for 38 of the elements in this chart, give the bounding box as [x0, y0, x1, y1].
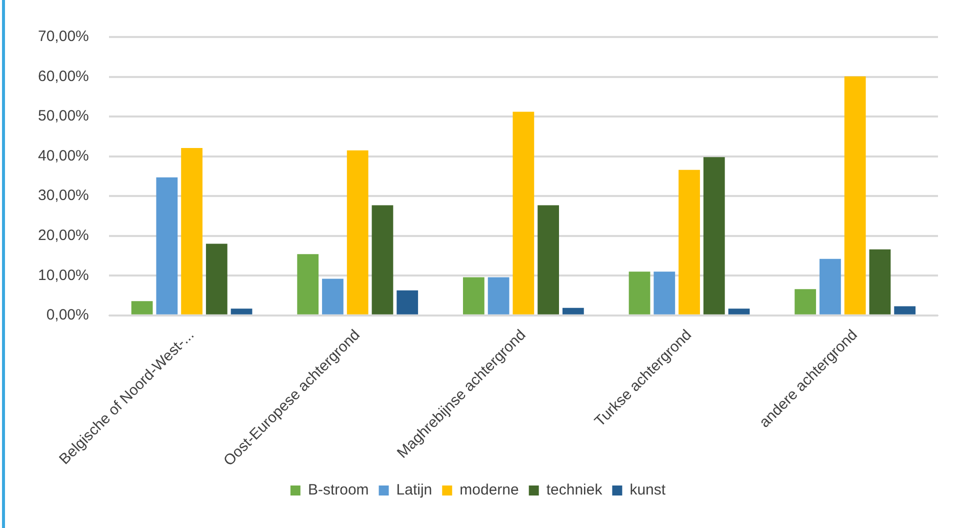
y-tick-label: 60,00%: [38, 68, 89, 85]
bar: [678, 170, 700, 314]
bar: [156, 177, 178, 314]
bar: [820, 258, 841, 314]
bar: [230, 308, 252, 314]
legend-label: kunst: [630, 482, 666, 499]
bar: [654, 272, 676, 314]
legend-label: moderne: [460, 482, 519, 499]
bar: [346, 150, 368, 314]
y-tick-label: 20,00%: [38, 226, 89, 244]
legend-label: B-stroom: [308, 482, 369, 499]
y-tick-label: 40,00%: [38, 147, 89, 164]
bar: [297, 254, 319, 314]
bar: [462, 277, 484, 314]
legend-label: techniek: [546, 482, 603, 499]
bar: [844, 76, 866, 314]
bar: [512, 112, 534, 314]
y-tick-label: 70,00%: [38, 28, 89, 46]
bar: [396, 290, 418, 314]
bar: [728, 308, 750, 314]
bar: [562, 308, 584, 314]
bar: [372, 205, 394, 314]
y-tick-label: 10,00%: [38, 266, 89, 284]
bar: [703, 157, 725, 314]
bar: [181, 148, 202, 314]
y-tick-label: 30,00%: [38, 187, 89, 204]
bar: [538, 205, 560, 314]
bar: [322, 278, 344, 314]
y-tick-label: 0,00%: [46, 306, 89, 324]
bar: [894, 306, 916, 314]
bar: [794, 289, 816, 314]
bar: [488, 277, 510, 314]
bar: [131, 301, 153, 314]
legend-label: Latijn: [396, 482, 432, 499]
y-tick-label: 50,00%: [38, 108, 89, 125]
bar: [628, 272, 650, 314]
bar: [206, 244, 228, 314]
bar: [869, 249, 891, 314]
